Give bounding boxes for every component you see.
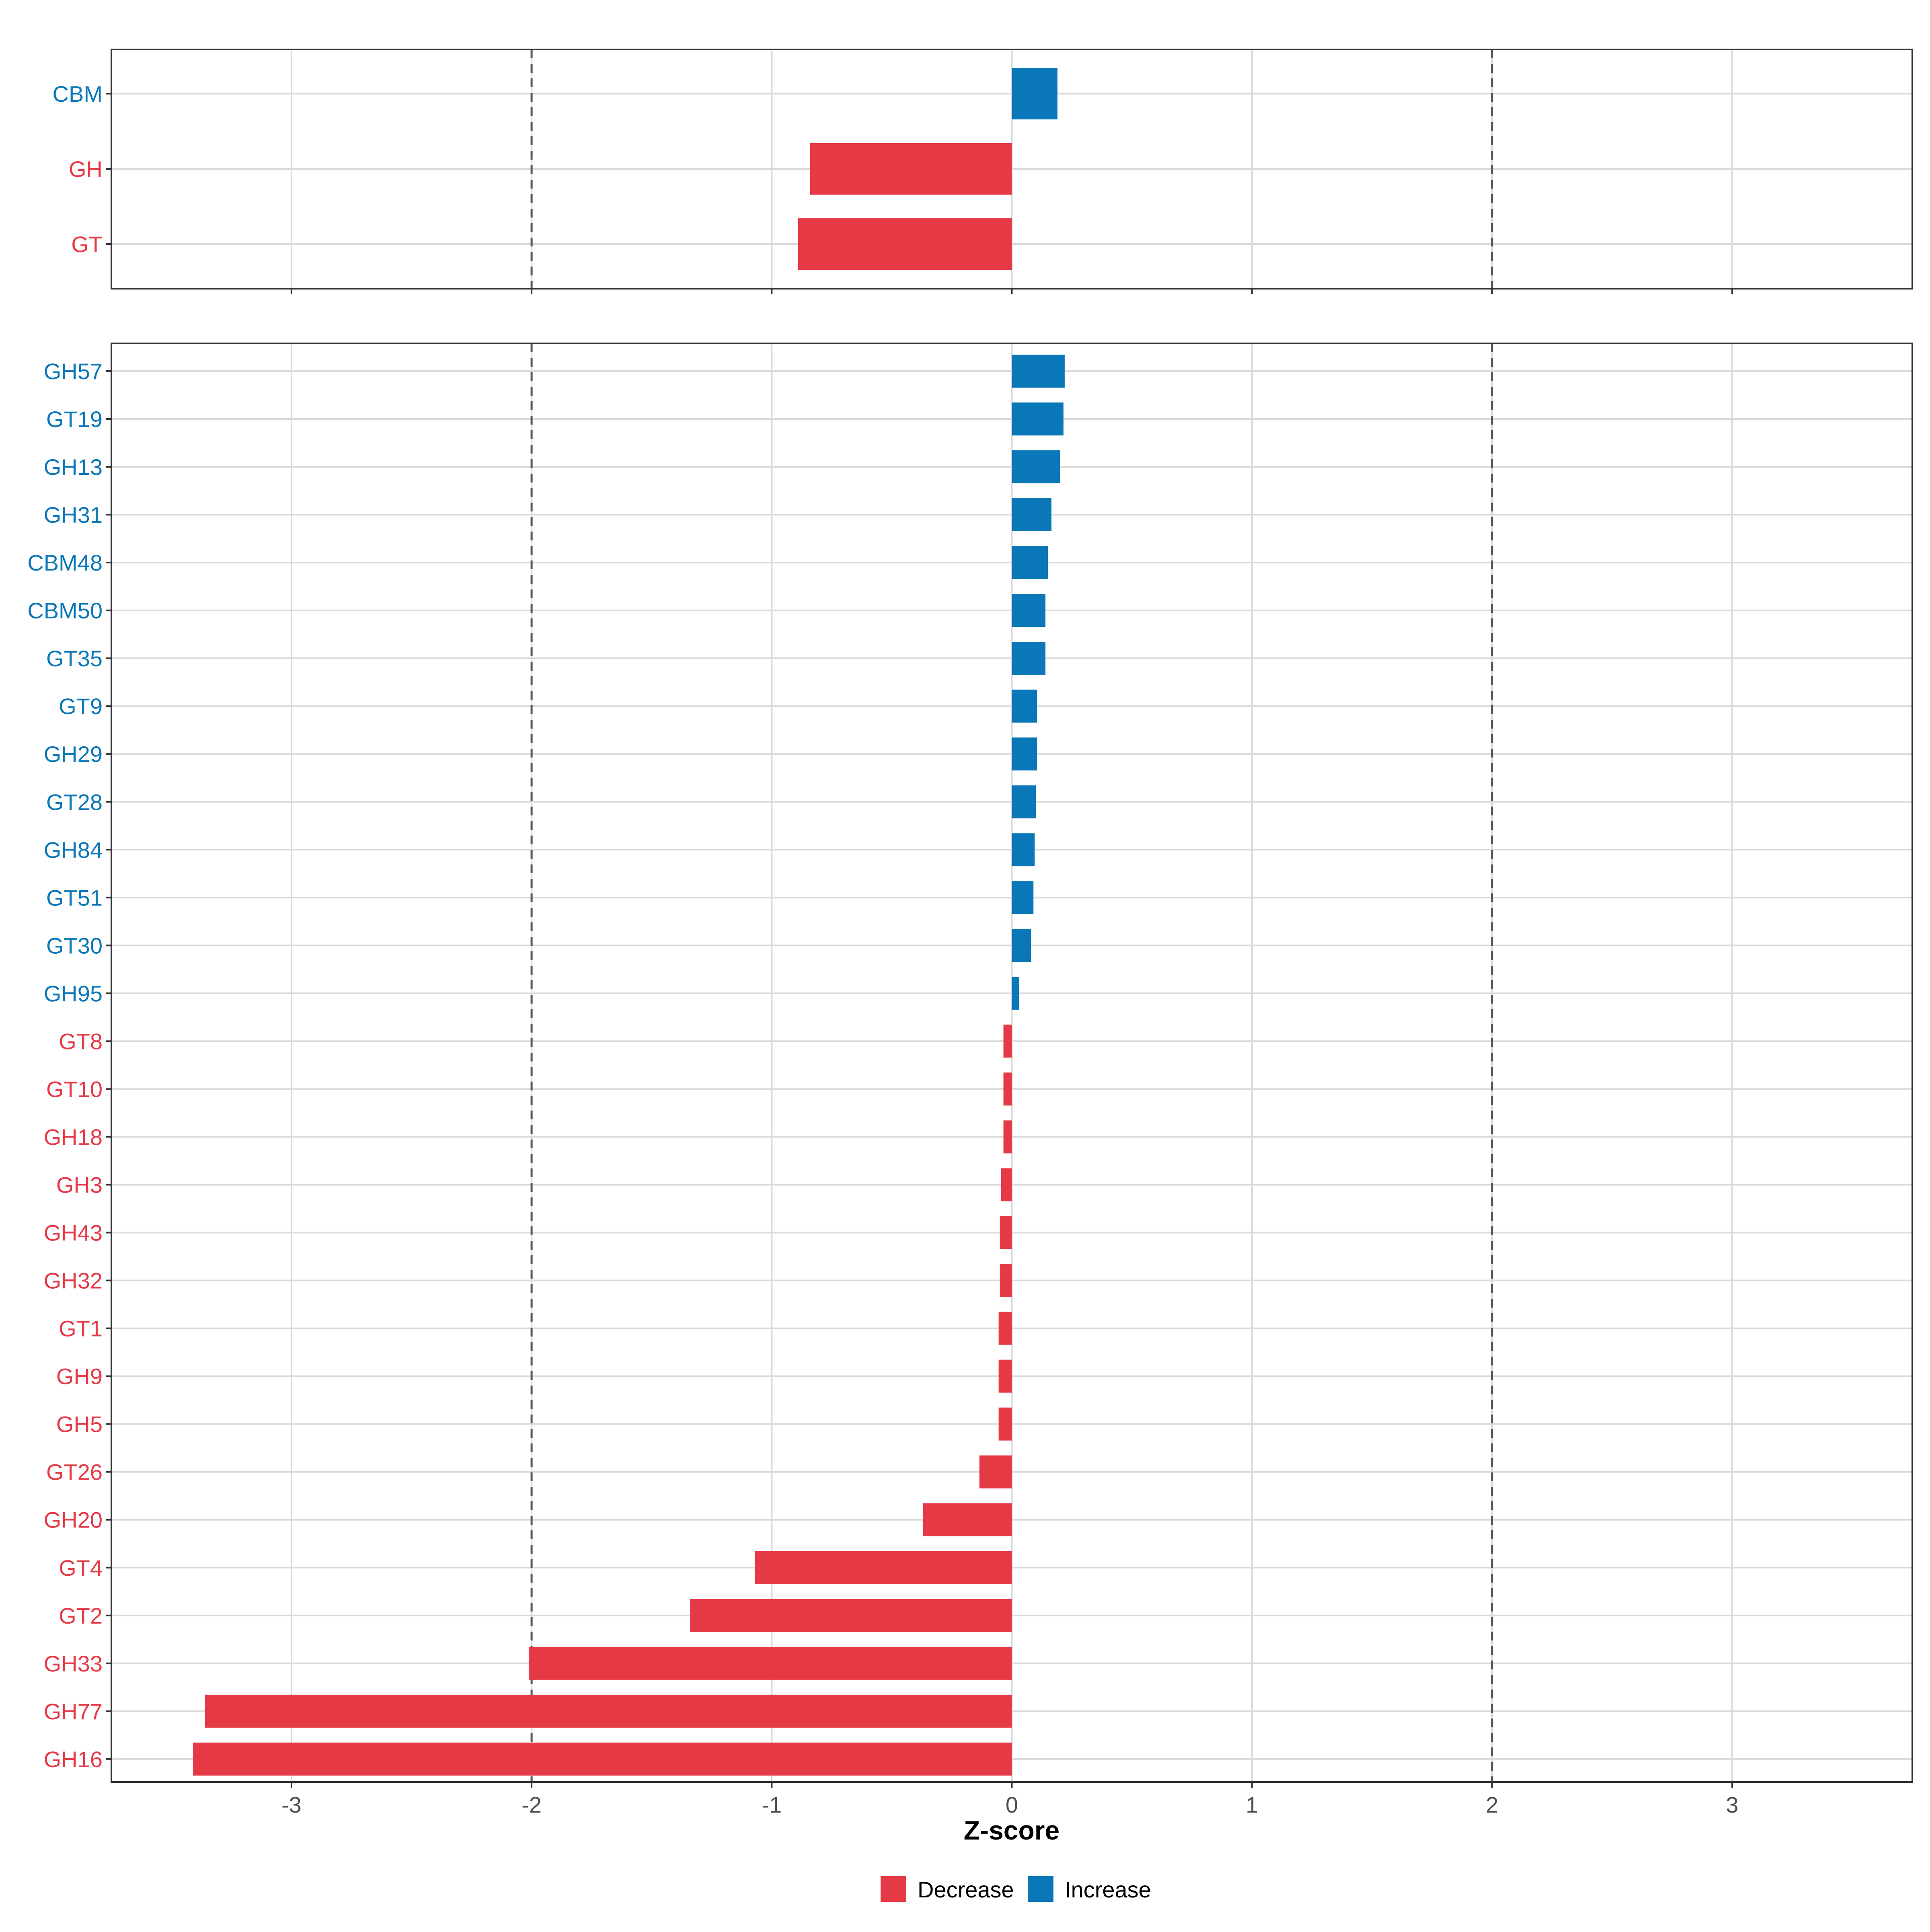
bottom-category-label-gt51: GT51 bbox=[46, 885, 103, 910]
bottom-category-label-gt30: GT30 bbox=[46, 933, 103, 958]
bottom-category-label-gt26: GT26 bbox=[46, 1460, 103, 1485]
bottom-bar-gh5 bbox=[998, 1407, 1012, 1441]
bottom-bar-gt8 bbox=[1003, 1025, 1012, 1058]
top-bar-gh bbox=[810, 143, 1012, 195]
bottom-category-label-gt4: GT4 bbox=[59, 1555, 103, 1581]
bottom-category-label-gt9: GT9 bbox=[59, 694, 103, 719]
bottom-category-label-gt19: GT19 bbox=[46, 407, 103, 432]
bottom-category-label-gh3: GH3 bbox=[56, 1172, 103, 1198]
legend: Decrease Increase bbox=[881, 1876, 1151, 1902]
bottom-category-label-gh33: GH33 bbox=[44, 1651, 103, 1676]
bottom-bar-gh16 bbox=[193, 1742, 1012, 1776]
bottom-bar-gh77 bbox=[205, 1694, 1012, 1728]
bottom-category-label-gh84: GH84 bbox=[44, 837, 103, 862]
bottom-bar-gh33 bbox=[529, 1647, 1012, 1680]
top-panel: CBM GH GT bbox=[53, 49, 1913, 294]
bottom-bar-gt1 bbox=[998, 1312, 1012, 1345]
bottom-category-label-gh95: GH95 bbox=[44, 981, 103, 1006]
bottom-bar-gh29 bbox=[1012, 737, 1037, 771]
x-tick-label--1: -1 bbox=[762, 1792, 782, 1817]
bottom-category-label-cbm48: CBM48 bbox=[27, 550, 103, 575]
legend-swatch-increase bbox=[1028, 1876, 1053, 1902]
bottom-bar-gt9 bbox=[1012, 690, 1037, 723]
bottom-bar-gt2 bbox=[690, 1599, 1012, 1632]
bottom-bar-gh57 bbox=[1012, 355, 1065, 388]
x-tick-label-3: 3 bbox=[1726, 1792, 1739, 1817]
bottom-bar-gt30 bbox=[1012, 929, 1031, 962]
top-category-label-gt: GT bbox=[71, 232, 103, 257]
top-category-label-cbm: CBM bbox=[53, 81, 103, 107]
bottom-category-label-gh57: GH57 bbox=[44, 359, 103, 384]
bottom-bar-gh43 bbox=[1000, 1216, 1012, 1249]
top-bar-cbm bbox=[1012, 68, 1057, 119]
bottom-bar-gt26 bbox=[979, 1455, 1012, 1489]
bottom-category-label-gh43: GH43 bbox=[44, 1220, 103, 1246]
x-axis-title: Z-score bbox=[964, 1815, 1059, 1845]
top-bar-gt bbox=[798, 218, 1012, 270]
bottom-category-label-gh29: GH29 bbox=[44, 741, 103, 767]
x-tick-label-2: 2 bbox=[1486, 1792, 1498, 1817]
x-axis: -3 -2 -1 0 1 2 3 bbox=[281, 1792, 1739, 1817]
bottom-category-label-gh9: GH9 bbox=[56, 1364, 103, 1389]
bottom-bar-gt10 bbox=[1003, 1072, 1012, 1106]
top-category-label-gh: GH bbox=[69, 156, 103, 182]
bottom-bar-gh95 bbox=[1012, 977, 1019, 1010]
bottom-category-label-gh32: GH32 bbox=[44, 1268, 103, 1293]
bottom-category-label-cbm50: CBM50 bbox=[27, 598, 103, 623]
bottom-category-label-gh13: GH13 bbox=[44, 454, 103, 480]
legend-swatch-decrease bbox=[881, 1876, 906, 1902]
bottom-bar-gt4 bbox=[755, 1551, 1012, 1584]
x-tick-label--2: -2 bbox=[522, 1792, 542, 1817]
bottom-bar-gt19 bbox=[1012, 402, 1064, 436]
bottom-panel: GH57 GT19 GH13 GH31 CBM48 CBM50 GT35 GT9 GH29 GT2… bbox=[27, 343, 1913, 1788]
bottom-category-label-gh20: GH20 bbox=[44, 1507, 103, 1533]
bottom-bar-cbm50 bbox=[1012, 594, 1046, 627]
bottom-bar-gh13 bbox=[1012, 450, 1060, 484]
bottom-category-label-gt10: GT10 bbox=[46, 1076, 103, 1102]
bottom-bar-gh3 bbox=[1001, 1168, 1012, 1201]
x-tick-label-1: 1 bbox=[1246, 1792, 1258, 1817]
bottom-category-label-gh18: GH18 bbox=[44, 1124, 103, 1150]
bottom-category-label-gh77: GH77 bbox=[44, 1699, 103, 1724]
bottom-bar-gh9 bbox=[998, 1359, 1012, 1393]
bottom-bar-gt28 bbox=[1012, 785, 1036, 819]
legend-label-increase: Increase bbox=[1065, 1877, 1151, 1902]
bottom-bar-gh31 bbox=[1012, 498, 1052, 532]
bottom-category-label-gt1: GT1 bbox=[59, 1316, 103, 1341]
bottom-bar-cbm48 bbox=[1012, 546, 1048, 579]
bottom-bar-gh20 bbox=[923, 1503, 1012, 1536]
x-tick-label-0: 0 bbox=[1006, 1792, 1018, 1817]
bottom-bar-gt51 bbox=[1012, 881, 1034, 914]
bottom-category-label-gt8: GT8 bbox=[59, 1029, 103, 1054]
bottom-category-label-gh5: GH5 bbox=[56, 1412, 103, 1437]
bottom-category-label-gt35: GT35 bbox=[46, 646, 103, 671]
bottom-bar-gh32 bbox=[1000, 1264, 1012, 1297]
bottom-bar-gt35 bbox=[1012, 642, 1046, 675]
bottom-bar-gh84 bbox=[1012, 833, 1035, 866]
x-tick-label--3: -3 bbox=[281, 1792, 302, 1817]
bottom-category-label-gh31: GH31 bbox=[44, 502, 103, 528]
bottom-category-label-gh16: GH16 bbox=[44, 1747, 103, 1772]
bottom-category-label-gt28: GT28 bbox=[46, 789, 103, 815]
legend-label-decrease: Decrease bbox=[918, 1877, 1014, 1902]
bottom-bar-gh18 bbox=[1003, 1120, 1012, 1154]
bottom-category-label-gt2: GT2 bbox=[59, 1603, 103, 1628]
